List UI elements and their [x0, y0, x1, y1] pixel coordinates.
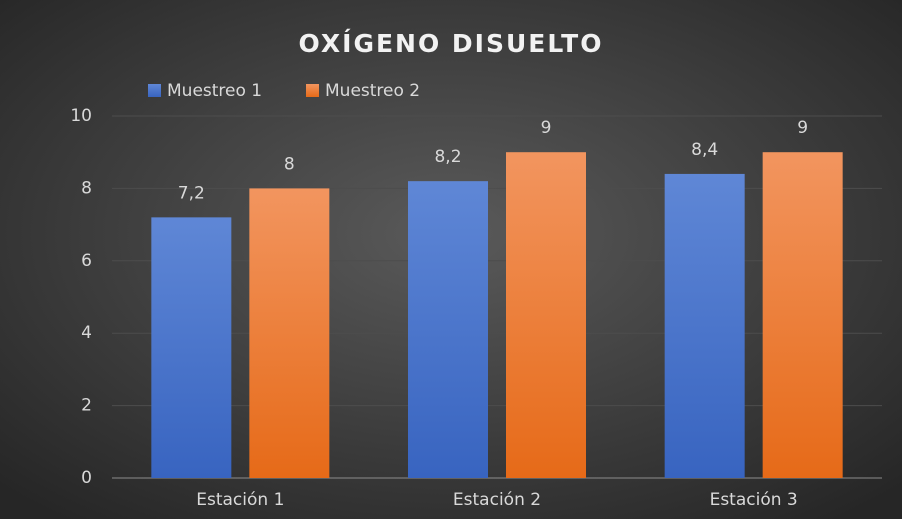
bar — [506, 152, 586, 478]
y-tick-label: 6 — [81, 251, 92, 271]
value-label: 8 — [284, 154, 295, 174]
y-tick-label: 8 — [81, 178, 92, 198]
legend-swatch — [148, 84, 161, 97]
y-tick-label: 4 — [81, 323, 92, 343]
legend-label: Muestreo 2 — [325, 81, 420, 101]
chart-title: OXÍGENO DISUELTO — [299, 29, 604, 58]
bar — [249, 188, 330, 478]
value-label: 9 — [541, 118, 552, 138]
legend-label: Muestreo 1 — [167, 81, 262, 101]
value-label: 7,2 — [178, 183, 205, 203]
y-tick-label: 2 — [81, 396, 92, 416]
x-tick-label: Estación 1 — [196, 490, 284, 510]
value-label: 8,2 — [434, 147, 461, 167]
x-tick-label: Estación 3 — [710, 490, 798, 510]
y-tick-label: 0 — [81, 468, 92, 488]
y-tick-label: 10 — [70, 106, 92, 126]
legend-swatch — [306, 84, 319, 97]
bar — [408, 181, 488, 478]
bar — [664, 173, 745, 479]
bar — [151, 217, 232, 479]
value-label: 9 — [797, 118, 808, 138]
x-tick-label: Estación 2 — [453, 490, 541, 510]
bar — [762, 152, 843, 478]
value-label: 8,4 — [691, 140, 718, 160]
